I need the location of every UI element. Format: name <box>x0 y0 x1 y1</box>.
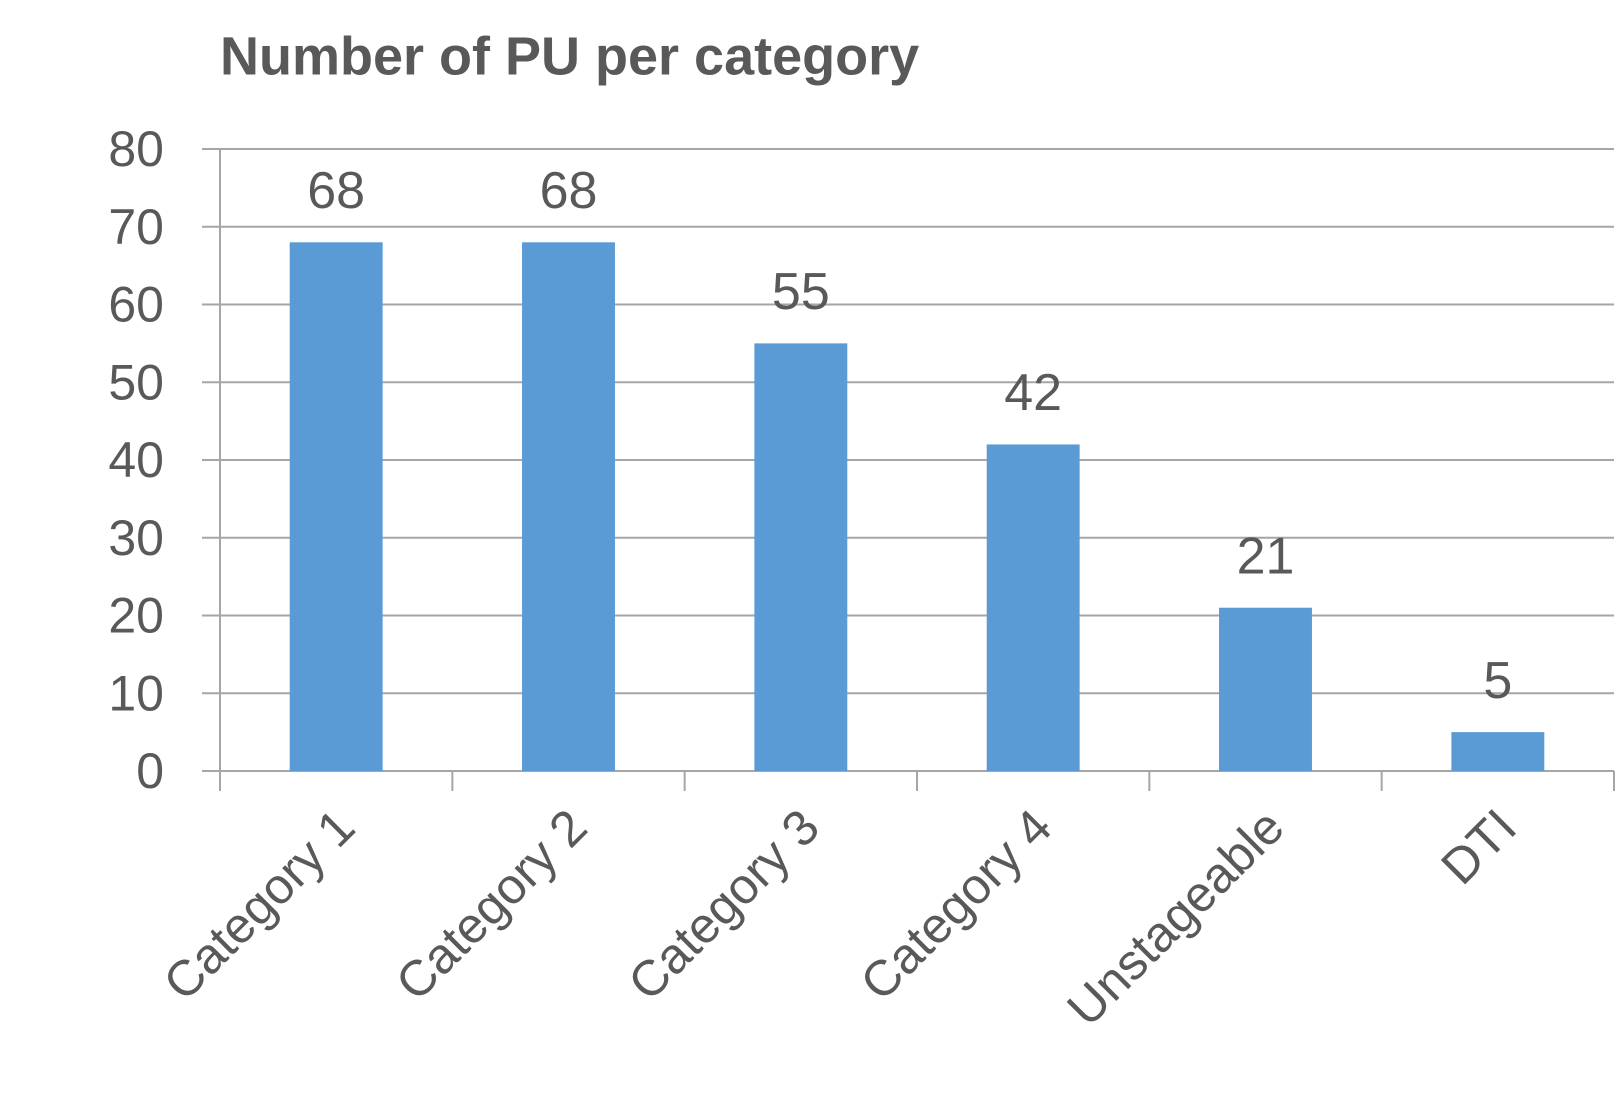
data-label: 68 <box>307 162 365 220</box>
bar <box>522 242 615 772</box>
y-tick-label: 10 <box>108 665 164 721</box>
data-label: 55 <box>772 263 830 321</box>
x-tick-label: Category 4 <box>850 799 1063 1012</box>
data-label: 68 <box>540 162 598 220</box>
data-label: 42 <box>1004 364 1062 422</box>
x-tick-label: Category 1 <box>153 799 366 1012</box>
bar <box>1451 732 1545 771</box>
y-tick-label: 60 <box>108 277 164 333</box>
x-tick-label: Unstageable <box>1056 799 1294 1037</box>
y-tick-label: 50 <box>108 354 164 410</box>
bar <box>1219 607 1312 771</box>
bar <box>754 343 848 771</box>
x-tick-label: DTI <box>1430 799 1527 896</box>
bar <box>289 242 383 772</box>
x-tick-label: Category 2 <box>385 799 598 1012</box>
bar <box>986 444 1080 771</box>
y-tick-label: 30 <box>108 510 164 566</box>
y-tick-label: 70 <box>108 199 164 255</box>
data-label: 5 <box>1483 652 1512 710</box>
y-tick-label: 40 <box>108 432 164 488</box>
y-tick-label: 20 <box>108 588 164 644</box>
x-tick-label: Category 3 <box>617 799 830 1012</box>
y-tick-label: 80 <box>108 121 164 177</box>
data-label: 21 <box>1237 527 1295 585</box>
chart-title: Number of PU per category <box>220 26 919 86</box>
y-tick-label: 0 <box>136 743 164 799</box>
